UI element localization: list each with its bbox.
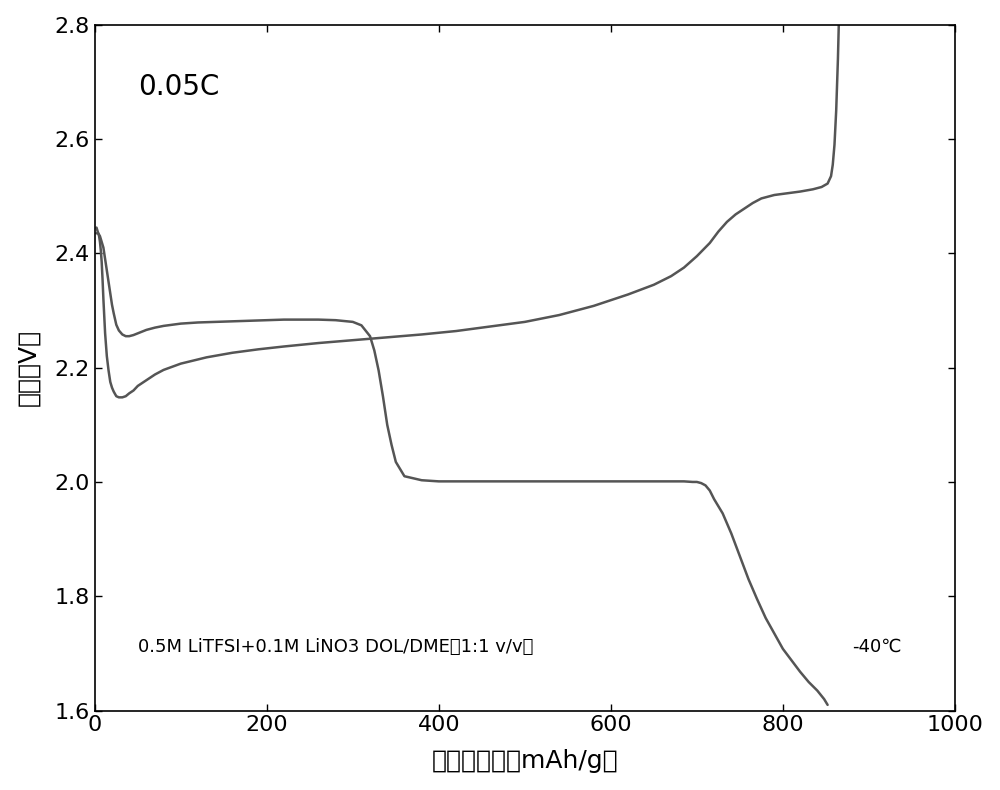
Text: 0.5M LiTFSI+0.1M LiNO3 DOL/DME（1:1 v/v）: 0.5M LiTFSI+0.1M LiNO3 DOL/DME（1:1 v/v）: [138, 638, 533, 656]
Text: 0.05C: 0.05C: [138, 73, 219, 100]
Y-axis label: 电压（V）: 电压（V）: [17, 329, 41, 406]
Text: -40℃: -40℃: [852, 638, 901, 656]
X-axis label: 放电比容量（mAh/g）: 放电比容量（mAh/g）: [432, 750, 618, 773]
